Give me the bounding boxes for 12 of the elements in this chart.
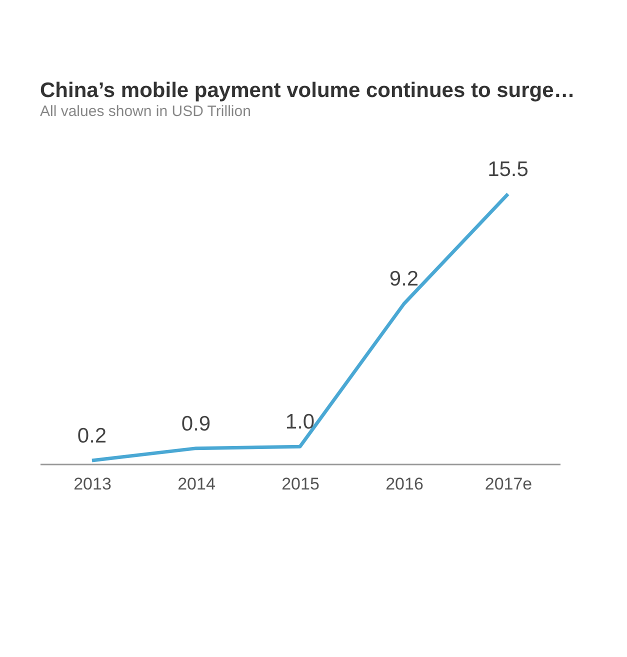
data-label: 1.0: [285, 410, 315, 434]
data-label: 0.9: [181, 412, 211, 436]
x-tick-label: 2015: [282, 474, 320, 494]
data-label: 15.5: [488, 158, 528, 181]
x-tick-label: 2013: [74, 474, 112, 494]
data-label: 9.2: [389, 268, 419, 291]
x-tick-label: 2017e: [484, 474, 532, 494]
chart-subtitle: All values shown in USD Trillion: [40, 103, 251, 120]
chart-title: China’s mobile payment volume continues to surge…: [40, 79, 575, 102]
x-tick-label: 2016: [386, 474, 424, 494]
x-tick-label: 2014: [178, 474, 216, 494]
data-label: 0.2: [77, 424, 107, 448]
